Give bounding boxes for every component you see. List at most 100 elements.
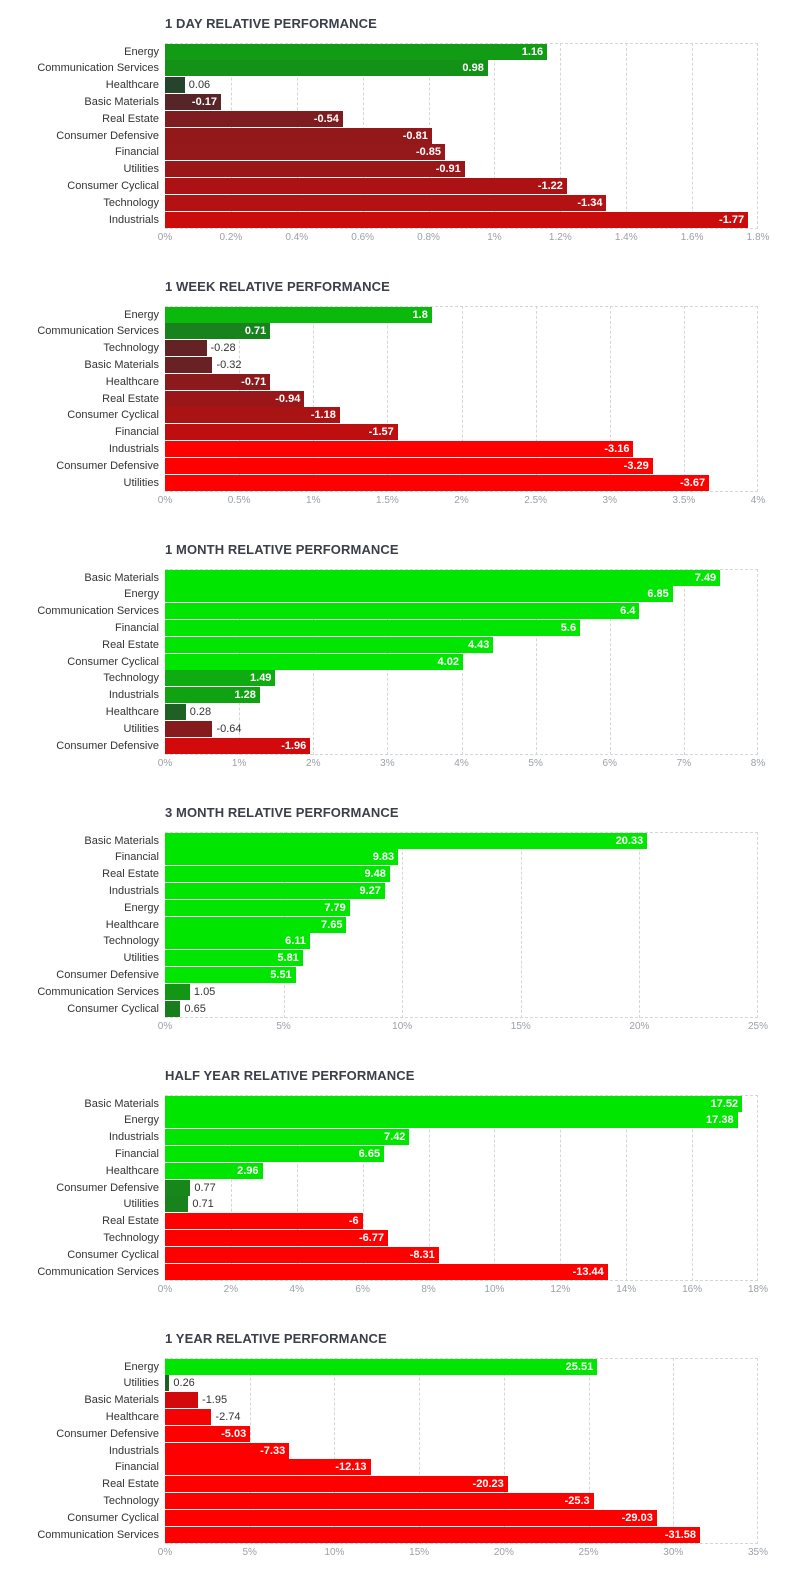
bar bbox=[165, 424, 398, 441]
bar bbox=[165, 1095, 743, 1112]
bar bbox=[165, 653, 463, 670]
gridline bbox=[683, 569, 685, 755]
gridline bbox=[673, 1358, 675, 1544]
bar bbox=[165, 306, 432, 323]
gridline bbox=[639, 832, 641, 1018]
gridline bbox=[520, 832, 522, 1018]
x-tick-label: 35% bbox=[747, 1547, 769, 1558]
bar-value-label: 1.8 bbox=[412, 308, 428, 321]
chart-title: 3 MONTH RELATIVE PERFORMANCE bbox=[165, 805, 399, 820]
x-tick-label: 1.4% bbox=[614, 232, 638, 243]
category-label: Communication Services bbox=[37, 605, 159, 618]
bar-value-label: 0.77 bbox=[194, 1181, 216, 1194]
bar-chart: 3 MONTH RELATIVE PERFORMANCE Basic Materi… bbox=[0, 789, 808, 1049]
bar-chart: 1 MONTH RELATIVE PERFORMANCE Basic Materi… bbox=[0, 526, 808, 786]
category-label: Financial bbox=[114, 1461, 159, 1474]
bar-value-label: 0.71 bbox=[192, 1198, 214, 1211]
bar bbox=[165, 849, 399, 866]
category-label: Industrials bbox=[108, 884, 159, 897]
x-tick-label: 0% bbox=[157, 1021, 173, 1032]
bar bbox=[165, 636, 494, 653]
bar bbox=[165, 1526, 701, 1543]
x-tick-label: 0.2% bbox=[219, 232, 243, 243]
x-tick-label: 20% bbox=[629, 1021, 650, 1032]
bar-value-label: 5.81 bbox=[277, 952, 299, 965]
gridline bbox=[609, 306, 611, 492]
bar-value-label: -6 bbox=[348, 1215, 359, 1228]
bar-value-label: -3.67 bbox=[679, 476, 706, 489]
x-tick-label: 30% bbox=[663, 1547, 684, 1558]
category-label: Communication Services bbox=[37, 1265, 159, 1278]
bar-chart: HALF YEAR RELATIVE PERFORMANCE Basic Mate… bbox=[0, 1052, 808, 1312]
category-label: Energy bbox=[124, 1360, 159, 1373]
bar bbox=[165, 569, 721, 586]
category-label: Financial bbox=[114, 426, 159, 439]
x-tick-label: 14% bbox=[616, 1284, 637, 1295]
bar-value-label: -0.32 bbox=[216, 358, 242, 371]
bar bbox=[165, 60, 488, 77]
x-tick-label: 0.4% bbox=[285, 232, 309, 243]
bar bbox=[165, 619, 581, 636]
x-tick-label: 15% bbox=[510, 1021, 531, 1032]
bar-value-label: 0.06 bbox=[188, 79, 211, 92]
bar-value-label: -1.22 bbox=[537, 180, 563, 193]
x-tick-label: 0.5% bbox=[227, 495, 251, 506]
bar bbox=[165, 178, 567, 195]
bar-value-label: 17.52 bbox=[710, 1097, 739, 1110]
plot-area: 1.16 0.98 0.06 -0.17 -0.54 -0.81 -0.85 -0.91 -1.… bbox=[165, 43, 758, 229]
x-tick-label: 1% bbox=[487, 232, 502, 243]
x-tick-label: 3.5% bbox=[672, 495, 696, 506]
bar bbox=[165, 407, 340, 424]
x-tick-label: 1% bbox=[231, 758, 247, 769]
x-tick-label: 2% bbox=[223, 1284, 239, 1295]
category-label: Industrials bbox=[108, 1444, 159, 1457]
category-label: Communication Services bbox=[37, 1528, 159, 1541]
bar bbox=[165, 441, 634, 458]
gridline bbox=[362, 1095, 364, 1281]
bar-value-label: -0.91 bbox=[435, 163, 461, 176]
category-label: Communication Services bbox=[37, 985, 159, 998]
category-label: Basic Materials bbox=[84, 1097, 159, 1110]
x-tick-label: 0.8% bbox=[417, 232, 440, 243]
category-label: Energy bbox=[124, 901, 159, 914]
category-label: Basic Materials bbox=[84, 1394, 159, 1407]
x-tick-label: 0% bbox=[157, 1547, 173, 1558]
category-label: Consumer Defensive bbox=[56, 459, 159, 472]
bar bbox=[165, 1230, 389, 1247]
bar-value-label: 7.49 bbox=[694, 571, 717, 584]
bar-value-label: -0.17 bbox=[191, 95, 217, 108]
bar bbox=[165, 1392, 199, 1409]
bar-value-label: -5.03 bbox=[221, 1427, 247, 1440]
bar-value-label: 0.71 bbox=[244, 325, 267, 338]
category-label: Financial bbox=[114, 146, 159, 159]
category-label: Energy bbox=[124, 1114, 159, 1127]
x-tick-label: 0% bbox=[157, 232, 173, 243]
chart-title: HALF YEAR RELATIVE PERFORMANCE bbox=[165, 1068, 415, 1083]
plot-area: 20.33 9.83 9.48 9.27 7.79 7.65 6.11 5.81 5.51 1.0… bbox=[165, 832, 758, 1018]
bar-value-label: 7.79 bbox=[324, 901, 346, 914]
bar-value-label: 0.65 bbox=[184, 1002, 206, 1015]
bar bbox=[165, 161, 465, 178]
bar bbox=[165, 899, 350, 916]
bar bbox=[165, 1196, 189, 1213]
x-tick-label: 6% bbox=[602, 758, 617, 769]
category-label: Basic Materials bbox=[84, 95, 159, 108]
category-label: Technology bbox=[103, 672, 159, 685]
x-tick-label: 10% bbox=[392, 1021, 413, 1032]
bar bbox=[165, 737, 311, 754]
category-label: Energy bbox=[124, 308, 159, 321]
category-label: Communication Services bbox=[37, 62, 159, 75]
x-tick-label: 0% bbox=[157, 1284, 173, 1295]
category-label: Technology bbox=[103, 196, 159, 209]
category-label: Utilities bbox=[123, 163, 159, 176]
x-tick-label: 2.5% bbox=[524, 495, 548, 506]
category-label: Consumer Defensive bbox=[56, 969, 159, 982]
gridline bbox=[535, 569, 537, 755]
bar bbox=[165, 93, 221, 110]
bar-chart: 1 YEAR RELATIVE PERFORMANCE Energy Utiliti… bbox=[0, 1315, 808, 1575]
gridline bbox=[626, 43, 628, 229]
x-tick-label: 7% bbox=[676, 758, 692, 769]
bar bbox=[165, 77, 185, 94]
bar-value-label: -0.64 bbox=[216, 722, 242, 735]
bar-value-label: 9.83 bbox=[372, 851, 395, 864]
